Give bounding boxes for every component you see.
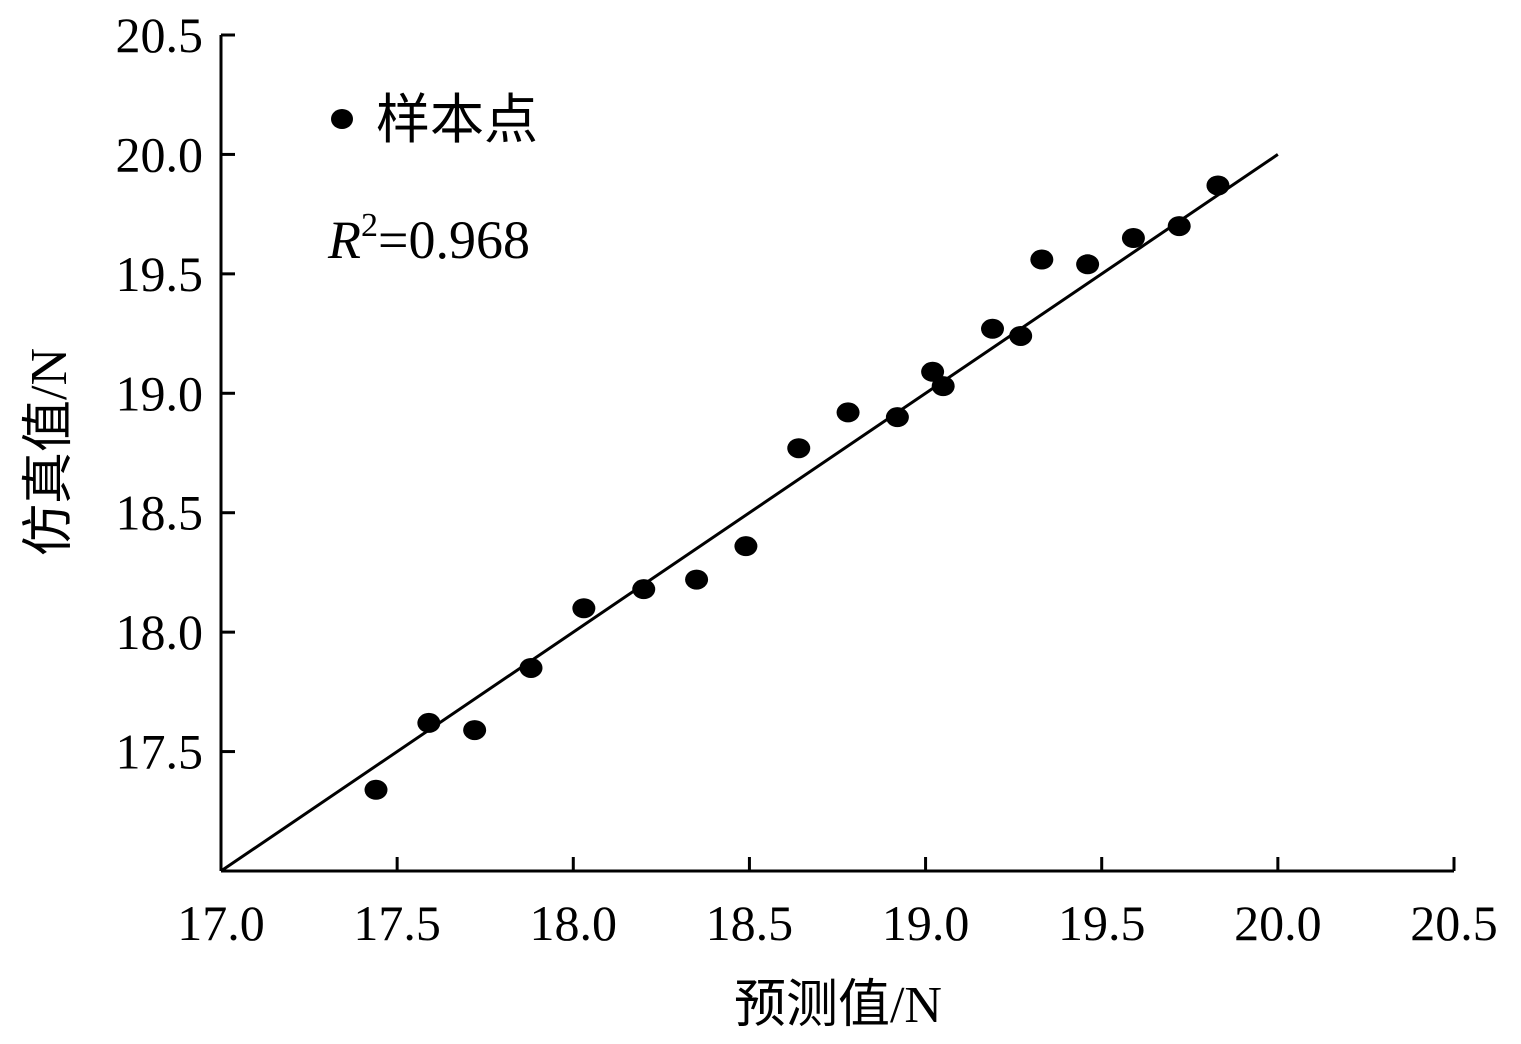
- data-point: [364, 779, 388, 800]
- y-tick-label: 18.0: [116, 604, 204, 660]
- y-tick-label: 18.5: [116, 485, 204, 541]
- data-points: [364, 175, 1230, 800]
- data-point: [1030, 249, 1054, 270]
- data-point: [885, 407, 909, 428]
- data-point: [836, 402, 860, 423]
- data-point: [734, 536, 758, 557]
- data-point: [931, 376, 955, 397]
- data-point: [632, 579, 656, 600]
- data-point: [1076, 254, 1100, 275]
- y-tick-label: 17.5: [116, 724, 204, 780]
- x-tick-label: 17.0: [177, 895, 265, 951]
- y-tick-label: 19.5: [116, 246, 204, 302]
- data-point: [1167, 216, 1191, 237]
- x-tick-label: 19.5: [1058, 895, 1146, 951]
- r-squared-annotation: R2=0.968: [327, 207, 530, 270]
- r-squared-value: =0.968: [378, 210, 530, 270]
- r-squared-exponent: 2: [361, 207, 378, 244]
- fit-line: [220, 153, 1279, 873]
- x-tick-label: 20.5: [1410, 895, 1498, 951]
- legend-marker: [331, 109, 353, 129]
- data-point: [519, 657, 543, 678]
- x-tick-label: 18.5: [706, 895, 794, 951]
- data-point: [1121, 228, 1145, 249]
- data-point: [921, 361, 945, 382]
- data-point: [1009, 325, 1033, 346]
- y-tick-label: 19.0: [116, 365, 204, 421]
- data-point: [572, 598, 596, 619]
- x-tick-label: 20.0: [1234, 895, 1322, 951]
- data-point: [787, 438, 811, 459]
- data-point: [417, 712, 441, 733]
- y-axis-title: 仿真值/N: [21, 348, 78, 556]
- x-axis-title: 预测值/N: [734, 977, 942, 1034]
- data-point: [463, 720, 487, 741]
- x-tick-label: 18.0: [530, 895, 618, 951]
- x-tick-label: 19.0: [882, 895, 970, 951]
- y-tick-label: 20.5: [116, 7, 204, 63]
- x-tick-label: 17.5: [353, 895, 441, 951]
- y-tick-label: 20.0: [116, 126, 204, 182]
- x-ticks: 17.0 17.5 18.0 18.5 19.0 19.5 20.0 20.5: [177, 857, 1498, 951]
- y-ticks: 17.5 18.0 18.5 19.0 19.5 20.0 20.5: [116, 7, 235, 780]
- axes: [219, 35, 1454, 873]
- legend: 样本点: [331, 90, 538, 150]
- data-point: [1206, 175, 1230, 196]
- data-point: [981, 318, 1005, 339]
- data-point: [685, 569, 709, 590]
- legend-label: 样本点: [376, 90, 538, 150]
- r-squared-symbol: R: [327, 210, 361, 270]
